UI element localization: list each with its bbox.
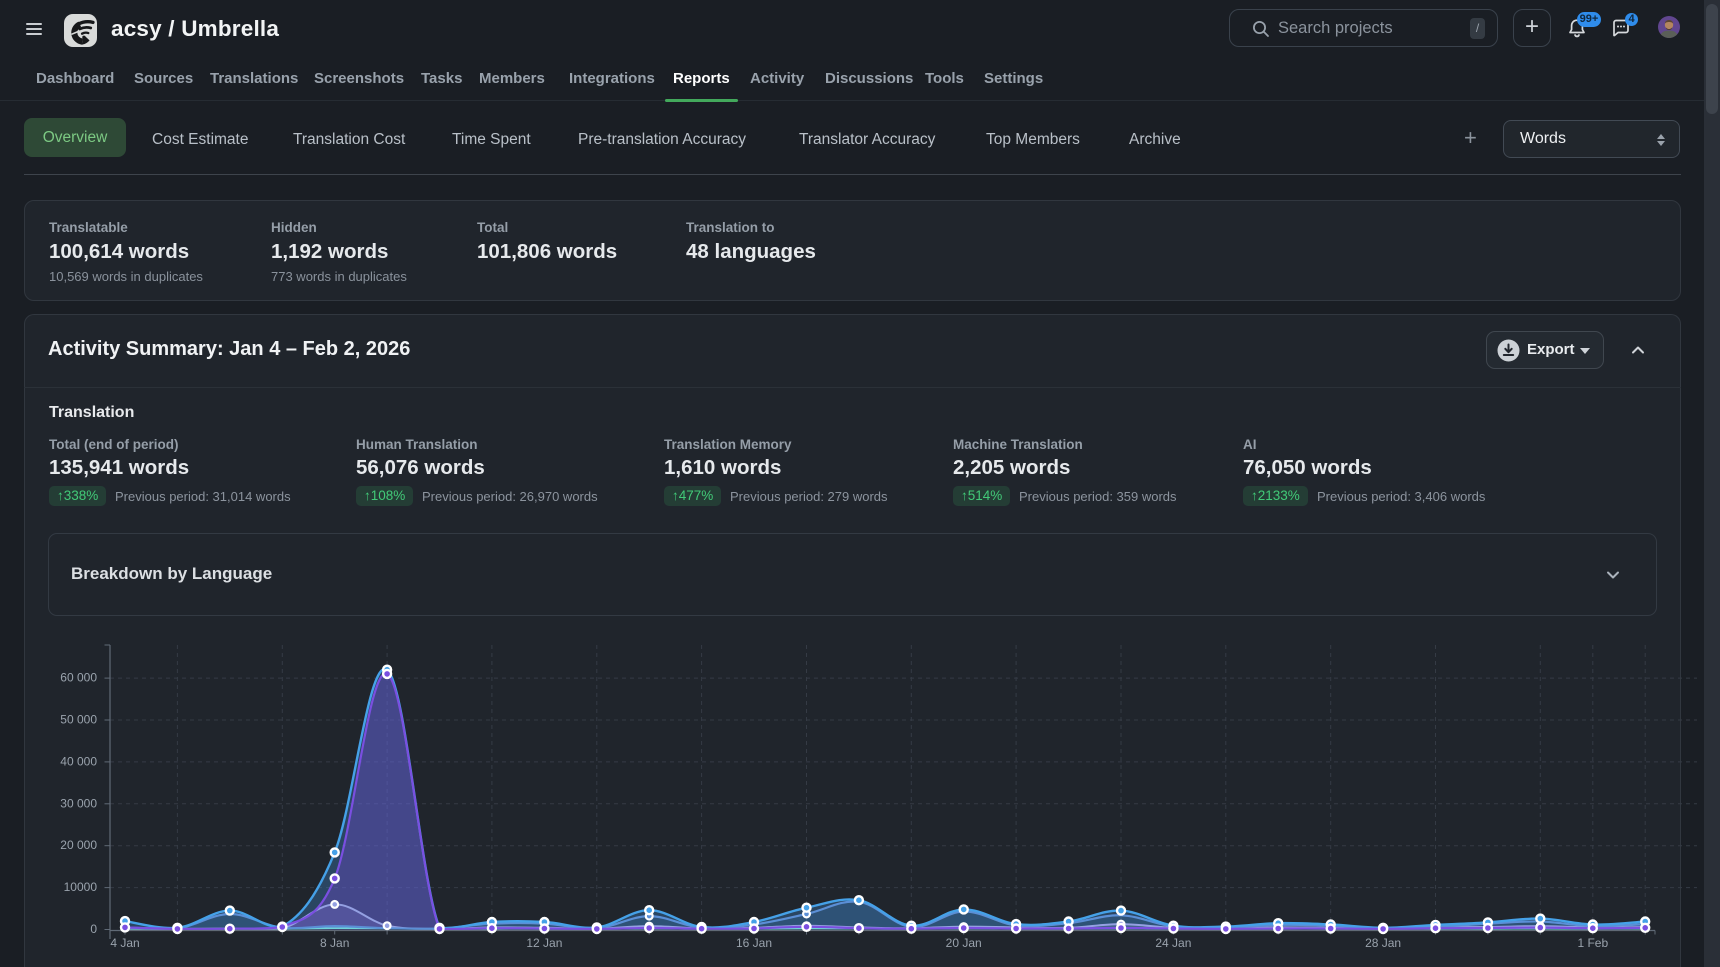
svg-text:10000: 10000 bbox=[64, 880, 98, 894]
svg-text:12 Jan: 12 Jan bbox=[526, 936, 562, 950]
svg-text:30 000: 30 000 bbox=[60, 796, 97, 810]
svg-text:20 000: 20 000 bbox=[60, 838, 97, 852]
svg-text:16 Jan: 16 Jan bbox=[736, 936, 772, 950]
svg-text:1 Feb: 1 Feb bbox=[1577, 936, 1608, 950]
svg-text:20 Jan: 20 Jan bbox=[946, 936, 982, 950]
svg-text:24 Jan: 24 Jan bbox=[1155, 936, 1191, 950]
svg-text:40 000: 40 000 bbox=[60, 754, 97, 768]
svg-text:28 Jan: 28 Jan bbox=[1365, 936, 1401, 950]
svg-text:60 000: 60 000 bbox=[60, 671, 97, 685]
svg-text:4 Jan: 4 Jan bbox=[110, 936, 139, 950]
svg-text:50 000: 50 000 bbox=[60, 713, 97, 727]
svg-text:0: 0 bbox=[90, 922, 97, 936]
svg-text:8 Jan: 8 Jan bbox=[320, 936, 349, 950]
